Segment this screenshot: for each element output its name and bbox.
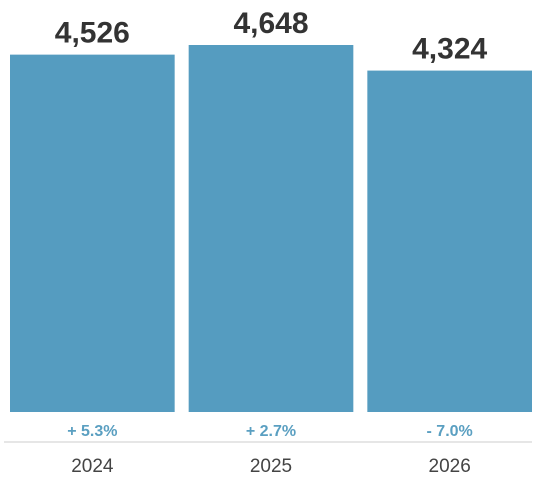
x-tick-label-2025: 2025 [250,456,292,477]
value-label-2025: 4,648 [233,7,308,40]
change-label-2024: + 5.3% [67,423,117,440]
labels-group: 4,526 + 5.3% 2024 4,648 + 2.7% 2025 4,324 - 7.0… [55,7,488,477]
value-label-2026: 4,324 [412,33,487,66]
bars-group [10,45,532,413]
change-label-2025: + 2.7% [246,423,296,440]
change-label-2026: - 7.0% [427,423,473,440]
x-tick-label-2026: 2026 [429,456,471,477]
bar-2024 [10,54,175,412]
bar-2026 [367,70,532,413]
value-label-2024: 4,526 [55,17,130,50]
bar-2025 [188,45,354,412]
x-tick-label-2024: 2024 [71,456,114,477]
